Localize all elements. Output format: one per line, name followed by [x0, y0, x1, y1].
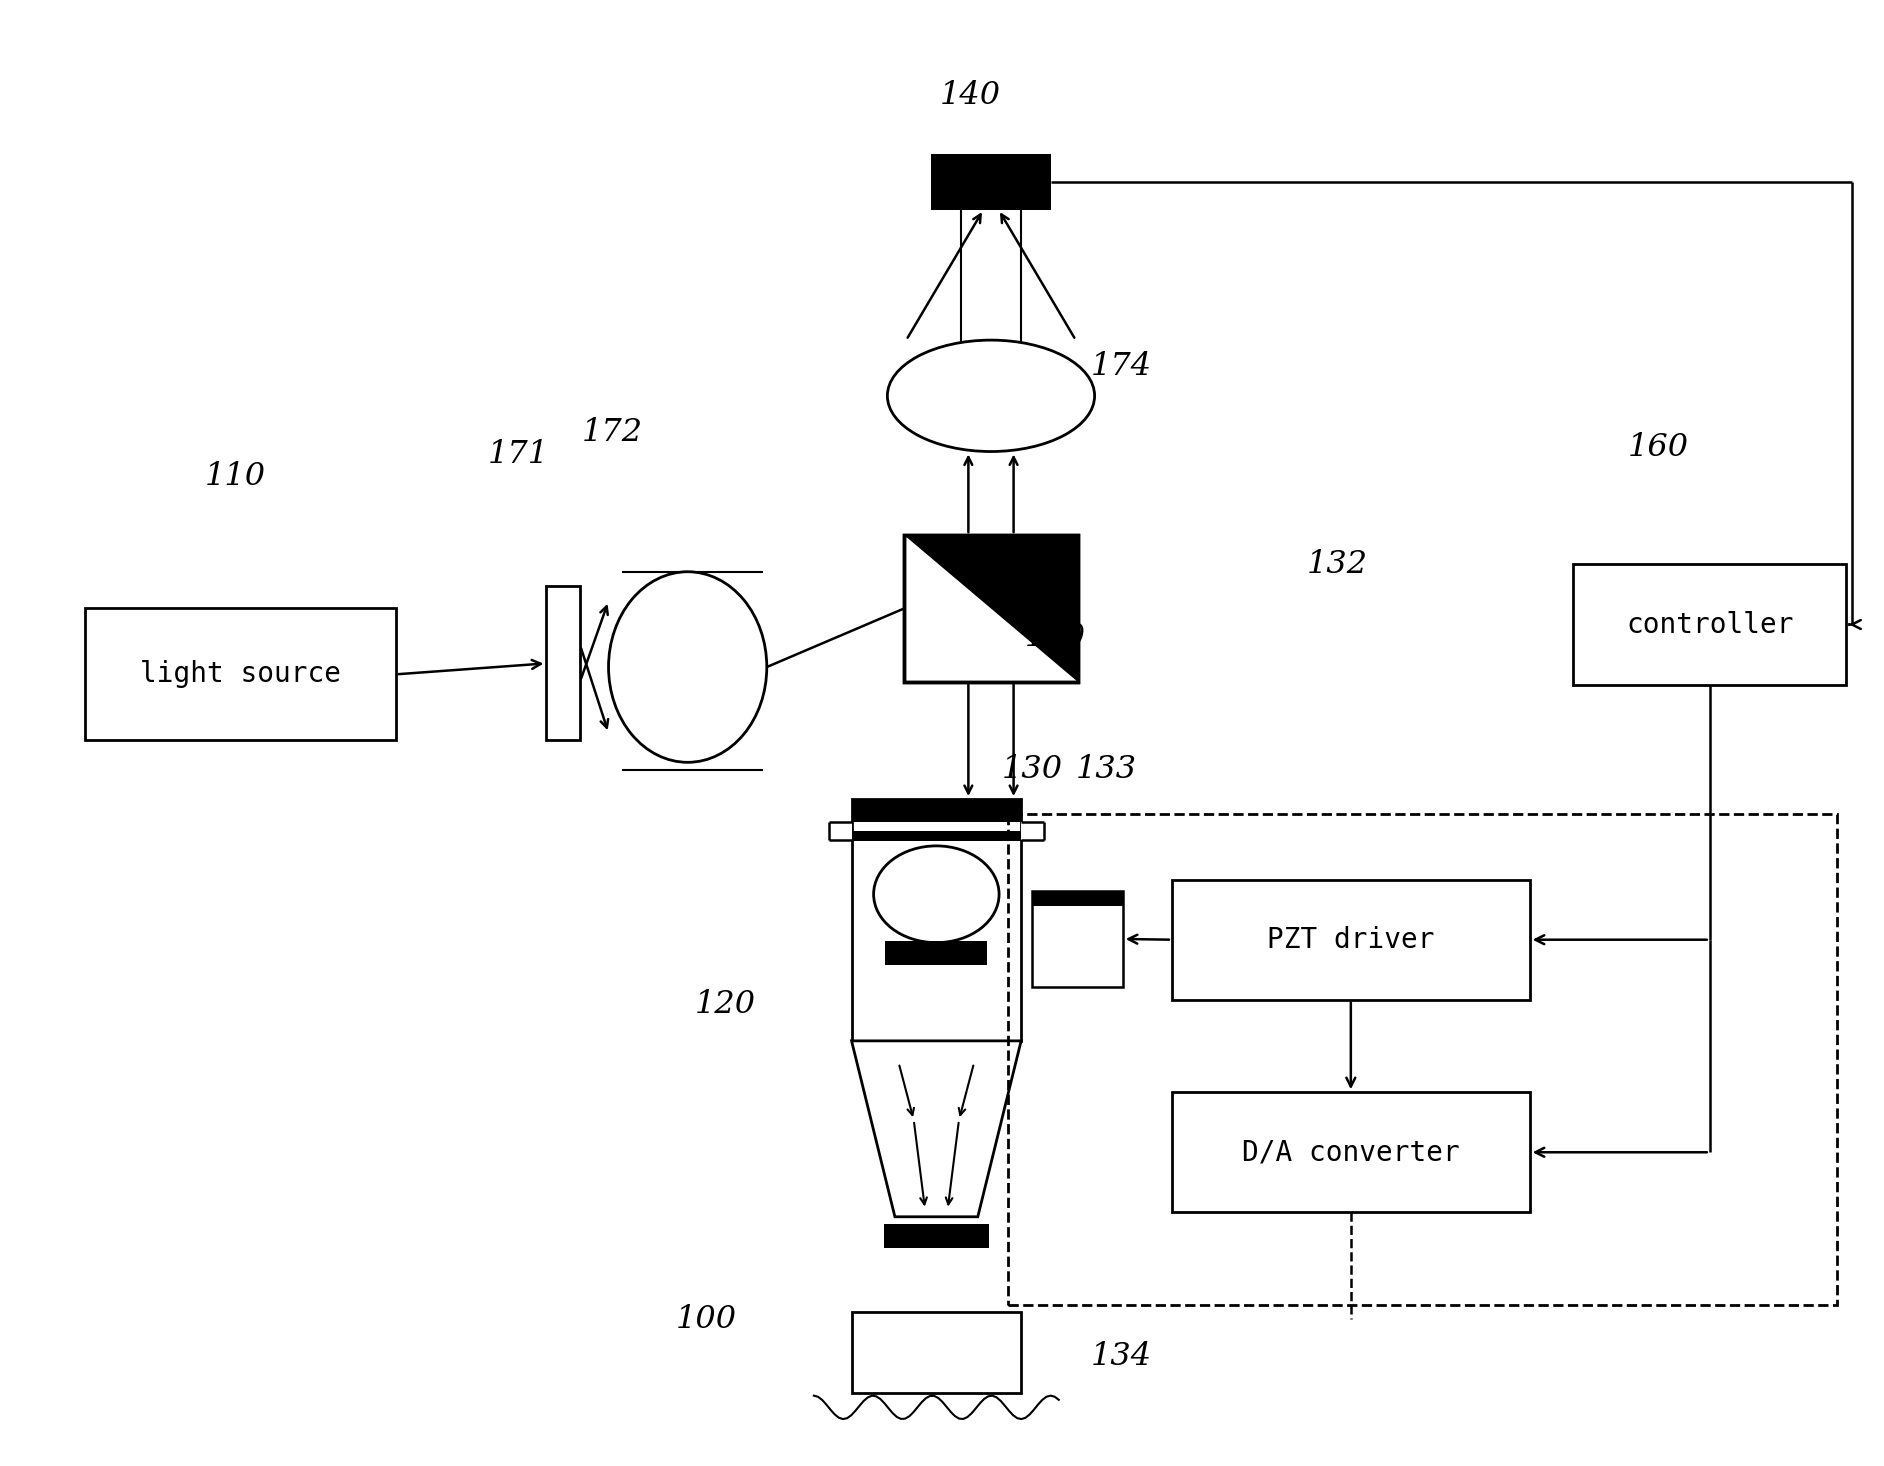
Bar	[852, 799, 1021, 822]
Text: 174: 174	[1091, 350, 1151, 383]
Text: PZT driver: PZT driver	[1268, 925, 1434, 954]
Bar	[852, 1312, 1021, 1393]
Text: 171: 171	[488, 438, 548, 471]
Text: 133: 133	[1076, 754, 1136, 786]
Bar	[904, 535, 1078, 682]
Bar	[852, 799, 1021, 1041]
Ellipse shape	[874, 846, 999, 943]
Bar	[1032, 891, 1123, 906]
Ellipse shape	[887, 340, 1095, 452]
Bar	[546, 586, 580, 740]
Text: 140: 140	[940, 79, 1000, 111]
Bar	[829, 822, 852, 840]
Bar	[1172, 1092, 1530, 1212]
Text: 132: 132	[1307, 548, 1368, 581]
Bar	[904, 535, 1078, 682]
Bar	[1172, 880, 1530, 1000]
Polygon shape	[904, 535, 1078, 682]
Bar	[885, 941, 987, 965]
Bar	[852, 831, 1021, 841]
Ellipse shape	[609, 572, 767, 762]
Text: 110: 110	[205, 460, 266, 493]
Text: controller: controller	[1626, 610, 1794, 639]
Text: 100: 100	[676, 1303, 737, 1336]
Text: 160: 160	[1628, 431, 1688, 463]
Text: D/A converter: D/A converter	[1242, 1138, 1460, 1167]
Text: 120: 120	[695, 988, 755, 1020]
Polygon shape	[852, 1041, 1021, 1217]
Bar	[1573, 564, 1846, 685]
Text: light source: light source	[139, 660, 341, 689]
Bar	[884, 1224, 989, 1248]
Text: 134: 134	[1091, 1340, 1151, 1372]
Text: 130: 130	[1002, 754, 1063, 786]
Bar	[1032, 891, 1123, 987]
Bar	[931, 154, 1051, 210]
Bar	[85, 608, 396, 740]
Bar	[1008, 814, 1837, 1305]
Text: 150: 150	[1025, 622, 1085, 654]
Text: 172: 172	[582, 416, 642, 449]
Bar	[1021, 822, 1044, 840]
